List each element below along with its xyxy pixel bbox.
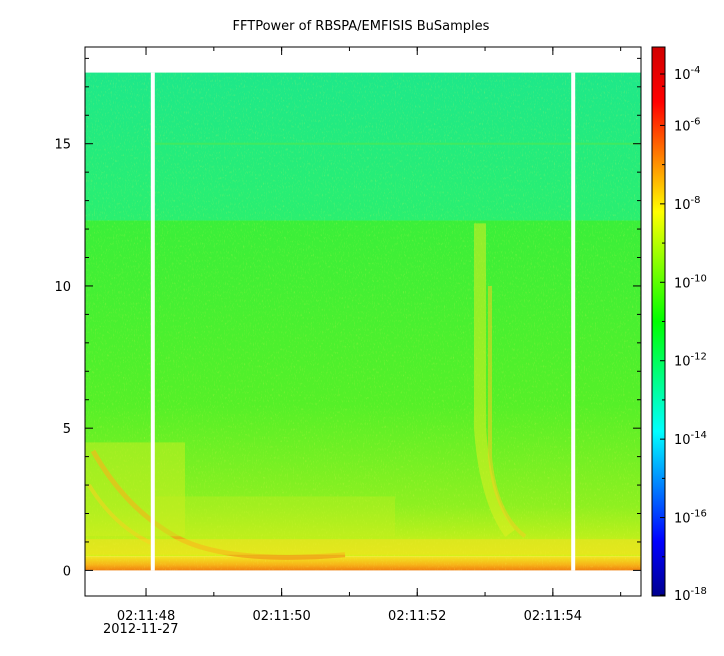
- emission-burst-right-2: [488, 285, 527, 538]
- colorbar-tick-label: 10-16: [674, 509, 707, 527]
- y-tick-label: 10: [54, 280, 71, 295]
- colorbar-tick-label: 10-12: [674, 352, 707, 370]
- colorbar-tick-label: 10-8: [674, 195, 701, 213]
- y-tick-label: 5: [63, 422, 71, 437]
- colorbar: 10-4 10-6 10-8 10-10 10-12 10-14 10-16 10-18: [651, 46, 707, 604]
- emission-band-base: [85, 539, 641, 555]
- plot-area: [85, 72, 641, 571]
- x-tick-label: 02:11:50: [252, 609, 310, 624]
- x-axis: 02:11:48 02:11:50 02:11:52 02:11:54: [117, 47, 622, 624]
- y-axis: 0 5 10 15: [54, 57, 641, 579]
- colorbar-tick-label: 10-14: [674, 430, 707, 448]
- emission-patch-left: [85, 442, 185, 537]
- y-tick-label: 15: [54, 138, 71, 153]
- y-tick-label: 0: [63, 564, 71, 579]
- chart-title: FFTPower of RBSPA/EMFISIS BuSamples: [233, 19, 490, 34]
- data-gap-2: [571, 72, 576, 571]
- dispersed-emission-left: [90, 449, 346, 560]
- x-tick-label: 02:11:52: [388, 609, 446, 624]
- plot-frame: [84, 46, 642, 597]
- emission-band-low: [155, 496, 395, 537]
- x-axis-date-label: 2012-11-27: [103, 622, 179, 637]
- x-tick-label: 02:11:48: [117, 609, 175, 624]
- emission-burst-right: [474, 223, 515, 537]
- colorbar-tick-label: 10-10: [674, 273, 707, 291]
- spectrogram-noise: [85, 72, 641, 571]
- spectral-features: [85, 142, 641, 560]
- colorbar-tick-label: 10-18: [674, 586, 707, 604]
- colorbar-tick-label: 10-6: [674, 116, 701, 134]
- x-tick-label: 02:11:54: [524, 609, 582, 624]
- colorbar-tick-label: 10-4: [674, 65, 701, 83]
- data-gap-1: [150, 72, 155, 571]
